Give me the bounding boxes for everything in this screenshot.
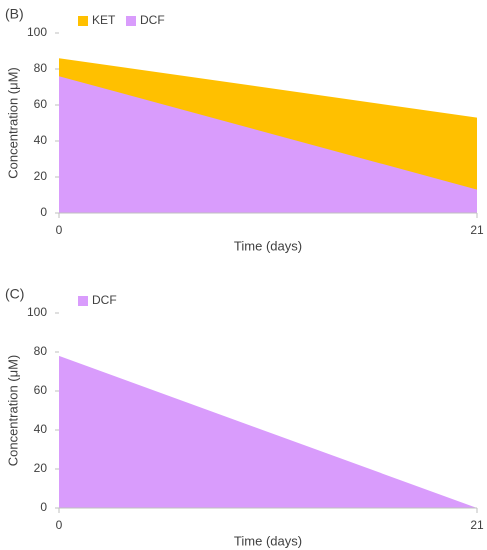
- y-tick-label: 100: [27, 25, 47, 39]
- y-tick-label: 40: [34, 422, 48, 436]
- legend-swatch: [78, 16, 88, 26]
- y-tick-label: 40: [34, 133, 48, 147]
- legend-label: KET: [92, 13, 116, 27]
- y-tick-label: 60: [34, 383, 48, 397]
- y-tick-label: 20: [34, 461, 48, 475]
- legend-label: DCF: [140, 13, 165, 27]
- x-tick-label: 21: [470, 223, 484, 237]
- y-tick-label: 20: [34, 169, 48, 183]
- chart-title: (B): [5, 6, 24, 22]
- x-tick-label: 0: [56, 223, 63, 237]
- y-tick-label: 80: [34, 61, 48, 75]
- y-tick-label: 100: [27, 305, 47, 319]
- x-axis-title: Time (days): [234, 533, 302, 548]
- x-axis-title: Time (days): [234, 238, 302, 253]
- x-tick-label: 0: [56, 518, 63, 532]
- y-tick-label: 0: [40, 500, 47, 514]
- legend-swatch: [126, 16, 136, 26]
- legend-swatch: [78, 296, 88, 306]
- area: [59, 355, 477, 508]
- y-axis-title: Concentration (μM): [5, 355, 20, 467]
- y-tick-label: 80: [34, 344, 48, 358]
- legend-label: DCF: [92, 293, 117, 307]
- x-tick-label: 21: [470, 518, 484, 532]
- area: [59, 76, 477, 213]
- y-tick-label: 0: [40, 205, 47, 219]
- chart-title: (C): [5, 286, 24, 302]
- y-tick-label: 60: [34, 97, 48, 111]
- y-axis-title: Concentration (μM): [5, 67, 20, 179]
